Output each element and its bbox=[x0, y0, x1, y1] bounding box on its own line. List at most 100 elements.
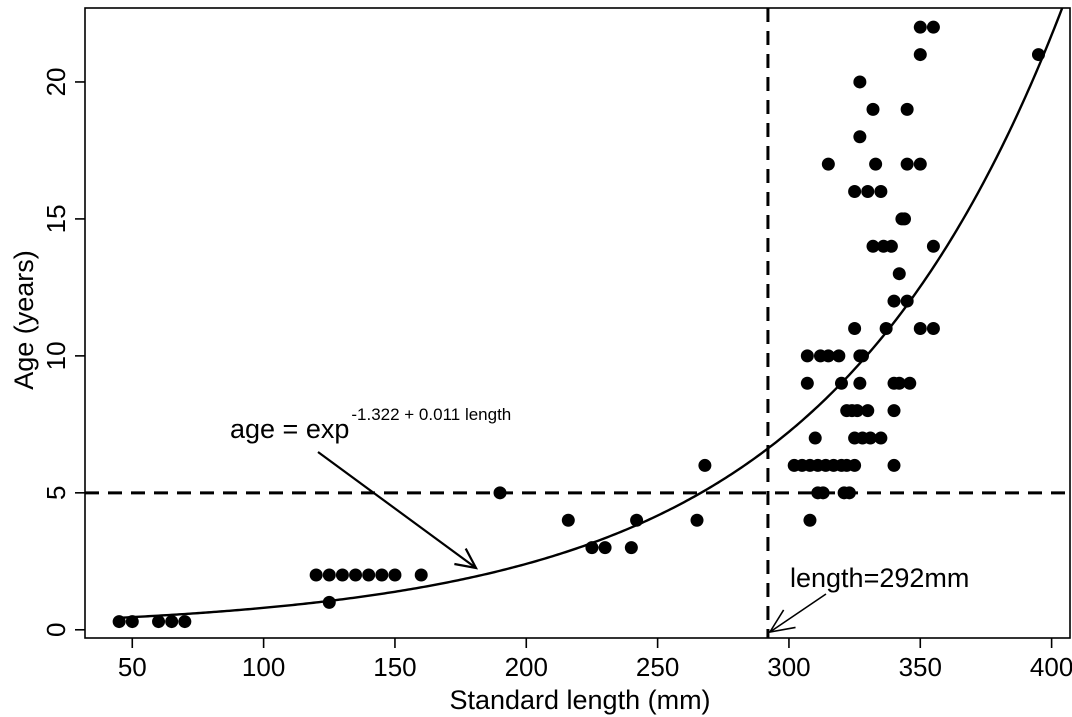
data-point bbox=[900, 157, 914, 171]
data-point bbox=[690, 513, 704, 527]
data-point bbox=[349, 568, 363, 582]
length-arrow-head bbox=[768, 609, 796, 634]
data-point bbox=[848, 458, 862, 472]
x-tick-label: 50 bbox=[118, 652, 147, 682]
data-point bbox=[165, 615, 179, 629]
equation-exponent: -1.322 + 0.011 length bbox=[351, 405, 511, 424]
y-tick-label: 15 bbox=[41, 204, 71, 233]
data-point bbox=[874, 431, 888, 445]
data-point bbox=[598, 541, 612, 555]
data-point bbox=[375, 568, 389, 582]
fit-curve-group bbox=[119, 8, 1064, 619]
data-point bbox=[866, 102, 880, 116]
data-point bbox=[322, 595, 336, 609]
data-point bbox=[853, 130, 867, 144]
data-points bbox=[112, 20, 1045, 629]
data-point bbox=[913, 48, 927, 62]
data-point bbox=[866, 239, 880, 253]
x-tick-label: 100 bbox=[242, 652, 285, 682]
equation-prefix: age = exp bbox=[230, 414, 349, 444]
data-point bbox=[630, 513, 644, 527]
length-label: length=292mm bbox=[790, 563, 969, 593]
data-point bbox=[884, 239, 898, 253]
data-point bbox=[112, 615, 126, 629]
data-point bbox=[853, 75, 867, 89]
data-point bbox=[152, 615, 166, 629]
data-point bbox=[808, 431, 822, 445]
data-point bbox=[850, 404, 864, 418]
data-point bbox=[493, 486, 507, 500]
data-point bbox=[892, 267, 906, 281]
x-axis: 50 100 150 200 250 300 350 400 bbox=[118, 638, 1072, 682]
data-point bbox=[887, 294, 901, 308]
fit-curve bbox=[119, 8, 1064, 619]
reference-lines bbox=[85, 8, 1070, 638]
y-axis-title: Age (years) bbox=[9, 250, 39, 390]
data-point bbox=[892, 376, 906, 390]
plot-frame bbox=[84, 7, 1071, 639]
data-point bbox=[869, 157, 883, 171]
data-point bbox=[178, 615, 192, 629]
data-point bbox=[900, 294, 914, 308]
data-point bbox=[816, 486, 830, 500]
data-point bbox=[855, 349, 869, 363]
x-axis-title: Standard length (mm) bbox=[449, 685, 710, 715]
data-point bbox=[698, 458, 712, 472]
data-point bbox=[926, 239, 940, 253]
data-point bbox=[874, 185, 888, 199]
data-point bbox=[362, 568, 376, 582]
x-tick-label: 300 bbox=[767, 652, 810, 682]
data-point bbox=[561, 513, 575, 527]
data-point bbox=[861, 185, 875, 199]
data-point bbox=[834, 376, 848, 390]
data-point bbox=[853, 376, 867, 390]
data-point bbox=[861, 404, 875, 418]
data-point bbox=[887, 404, 901, 418]
y-tick-label: 10 bbox=[41, 341, 71, 370]
data-point bbox=[926, 321, 940, 335]
length-arrow bbox=[768, 593, 827, 634]
data-point bbox=[842, 486, 856, 500]
data-point bbox=[388, 568, 402, 582]
x-tick-label: 150 bbox=[373, 652, 416, 682]
data-point bbox=[821, 157, 835, 171]
x-tick-label: 400 bbox=[1030, 652, 1072, 682]
equation-arrow-shaft bbox=[317, 451, 477, 569]
data-point bbox=[913, 321, 927, 335]
equation-label: age = exp -1.322 + 0.011 length bbox=[230, 405, 511, 444]
data-point bbox=[887, 458, 901, 472]
y-tick-label: 20 bbox=[41, 67, 71, 96]
data-point bbox=[1031, 48, 1045, 62]
data-point bbox=[335, 568, 349, 582]
equation-arrow bbox=[317, 451, 479, 570]
data-point bbox=[848, 321, 862, 335]
data-point bbox=[926, 20, 940, 34]
y-tick-label: 5 bbox=[41, 486, 71, 500]
data-point bbox=[803, 513, 817, 527]
y-axis: 0 5 10 15 20 bbox=[41, 67, 85, 637]
x-tick-label: 200 bbox=[505, 652, 548, 682]
data-point bbox=[913, 20, 927, 34]
data-point bbox=[879, 321, 893, 335]
data-point bbox=[125, 615, 139, 629]
data-point bbox=[309, 568, 323, 582]
equation-arrow-head bbox=[454, 548, 479, 570]
data-point bbox=[913, 157, 927, 171]
data-point bbox=[903, 376, 917, 390]
data-point bbox=[821, 349, 835, 363]
data-point bbox=[414, 568, 428, 582]
data-point bbox=[848, 185, 862, 199]
data-point bbox=[624, 541, 638, 555]
length-arrow-shaft bbox=[769, 593, 827, 633]
data-point bbox=[585, 541, 599, 555]
y-tick-label: 0 bbox=[41, 623, 71, 637]
data-point bbox=[322, 568, 336, 582]
data-point bbox=[900, 102, 914, 116]
data-point bbox=[800, 376, 814, 390]
data-point bbox=[832, 349, 846, 363]
x-tick-label: 350 bbox=[899, 652, 942, 682]
data-point bbox=[898, 212, 912, 226]
x-tick-label: 250 bbox=[636, 652, 679, 682]
data-point bbox=[863, 431, 877, 445]
